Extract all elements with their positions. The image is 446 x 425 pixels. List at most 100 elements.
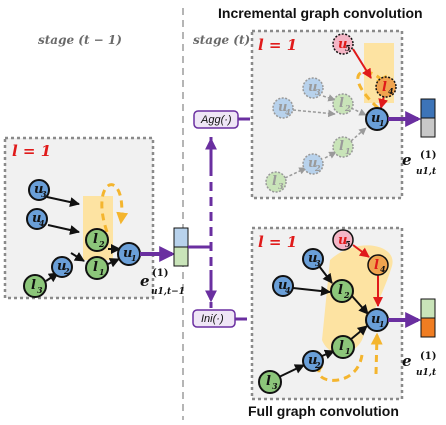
svg-text:u: u (278, 100, 287, 115)
svg-text:3: 3 (315, 87, 321, 97)
inc-edge-l3-u2 (284, 167, 307, 179)
full-node-u1: u1 (365, 308, 389, 332)
svg-text:3: 3 (272, 381, 278, 391)
incremental-layer-label: l = 1 (258, 36, 297, 54)
svg-text:u1,t: u1,t (416, 167, 437, 177)
svg-text:5: 5 (345, 239, 351, 249)
svg-text:u: u (34, 182, 43, 197)
svg-text:4: 4 (39, 218, 45, 228)
prev-self-loop (100, 183, 129, 233)
inc-node-u4: u4 (272, 97, 294, 119)
svg-text:2: 2 (63, 266, 70, 276)
svg-text:3: 3 (315, 258, 321, 268)
svg-text:4: 4 (285, 107, 291, 117)
ini-operator: Ini(·) (192, 309, 236, 328)
svg-text:u: u (57, 259, 66, 274)
inc-node-u2: u2 (302, 153, 324, 175)
inc-edge-u5-l4 (352, 48, 372, 79)
svg-text:l: l (93, 260, 98, 275)
ini-label: Ini(·) (201, 313, 224, 325)
svg-text:u: u (371, 312, 380, 327)
incremental-embedding-label: e (1) u1,t (402, 150, 437, 177)
svg-text:u: u (123, 246, 132, 261)
svg-text:l: l (338, 283, 343, 298)
svg-text:u: u (338, 37, 347, 52)
full-edge-l2-u1 (351, 295, 369, 315)
svg-text:2: 2 (344, 103, 351, 113)
stage-prev-label: stage (t − 1) (38, 33, 122, 47)
svg-text:u: u (308, 80, 317, 95)
full-node-u3: u3 (302, 248, 324, 270)
svg-text:l: l (382, 80, 387, 95)
svg-text:l: l (339, 139, 344, 154)
svg-text:l: l (31, 278, 36, 293)
prev-edge-u3-l2 (46, 196, 80, 207)
svg-text:l: l (93, 232, 98, 247)
svg-text:5: 5 (345, 43, 351, 53)
svg-text:u: u (371, 111, 380, 126)
svg-text:3: 3 (278, 181, 284, 191)
full-edge-u5-l4 (352, 244, 370, 258)
svg-text:l: l (339, 96, 344, 111)
svg-text:(1): (1) (420, 351, 436, 362)
svg-text:3: 3 (37, 285, 43, 295)
svg-text:u: u (308, 353, 317, 368)
svg-text:u1,t−1: u1,t−1 (151, 287, 185, 297)
svg-text:e: e (140, 272, 150, 290)
inc-edge-l2-u1 (350, 107, 367, 116)
svg-text:4: 4 (380, 264, 386, 274)
svg-text:u: u (32, 211, 41, 226)
incremental-title: Incremental graph convolution (218, 5, 423, 21)
agg-operator: Agg(·) (193, 110, 239, 129)
full-embedding-vector (420, 298, 436, 338)
svg-text:1: 1 (99, 267, 105, 277)
incremental-embedding-vector (420, 98, 436, 138)
inc-node-u3: u3 (302, 77, 324, 99)
prev-edge-u4-l2 (47, 224, 80, 235)
svg-text:u: u (338, 233, 347, 248)
full-edge-u3-l2 (318, 265, 333, 284)
inc-edge-l1-u1 (350, 127, 367, 142)
full-title: Full graph convolution (248, 403, 399, 419)
full-self-loop (317, 354, 364, 382)
svg-text:l: l (374, 258, 379, 273)
full-self-loop-head (370, 332, 383, 375)
inc-node-u1: u1 (365, 107, 389, 131)
svg-text:2: 2 (314, 163, 321, 173)
svg-text:l: l (272, 174, 277, 189)
full-edge-l1-u1 (349, 325, 368, 341)
inc-edge-u3-l2 (322, 94, 336, 102)
svg-text:1: 1 (345, 146, 351, 156)
full-node-u4: u4 (272, 275, 294, 297)
svg-text:2: 2 (343, 290, 350, 300)
prev-embedding-vector (173, 227, 189, 267)
prev-node-u2: u2 (51, 256, 73, 278)
svg-text:e: e (402, 352, 412, 370)
prev-edge-l1-u1 (107, 258, 120, 268)
full-edge-u4-l2 (292, 286, 331, 297)
svg-text:1: 1 (379, 319, 385, 329)
inc-edge-u4-l2 (292, 109, 336, 118)
svg-text:1: 1 (379, 118, 385, 128)
svg-text:2: 2 (314, 360, 321, 370)
inc-edge-l4-u1 (378, 95, 389, 109)
svg-text:3: 3 (41, 189, 47, 199)
full-edge-l3-u2 (278, 364, 305, 378)
svg-text:1: 1 (345, 346, 351, 356)
agg-label: Agg(·) (200, 114, 232, 126)
prev-node-u1: u1 (117, 242, 141, 266)
prev-edge-u2-l1 (70, 252, 85, 262)
